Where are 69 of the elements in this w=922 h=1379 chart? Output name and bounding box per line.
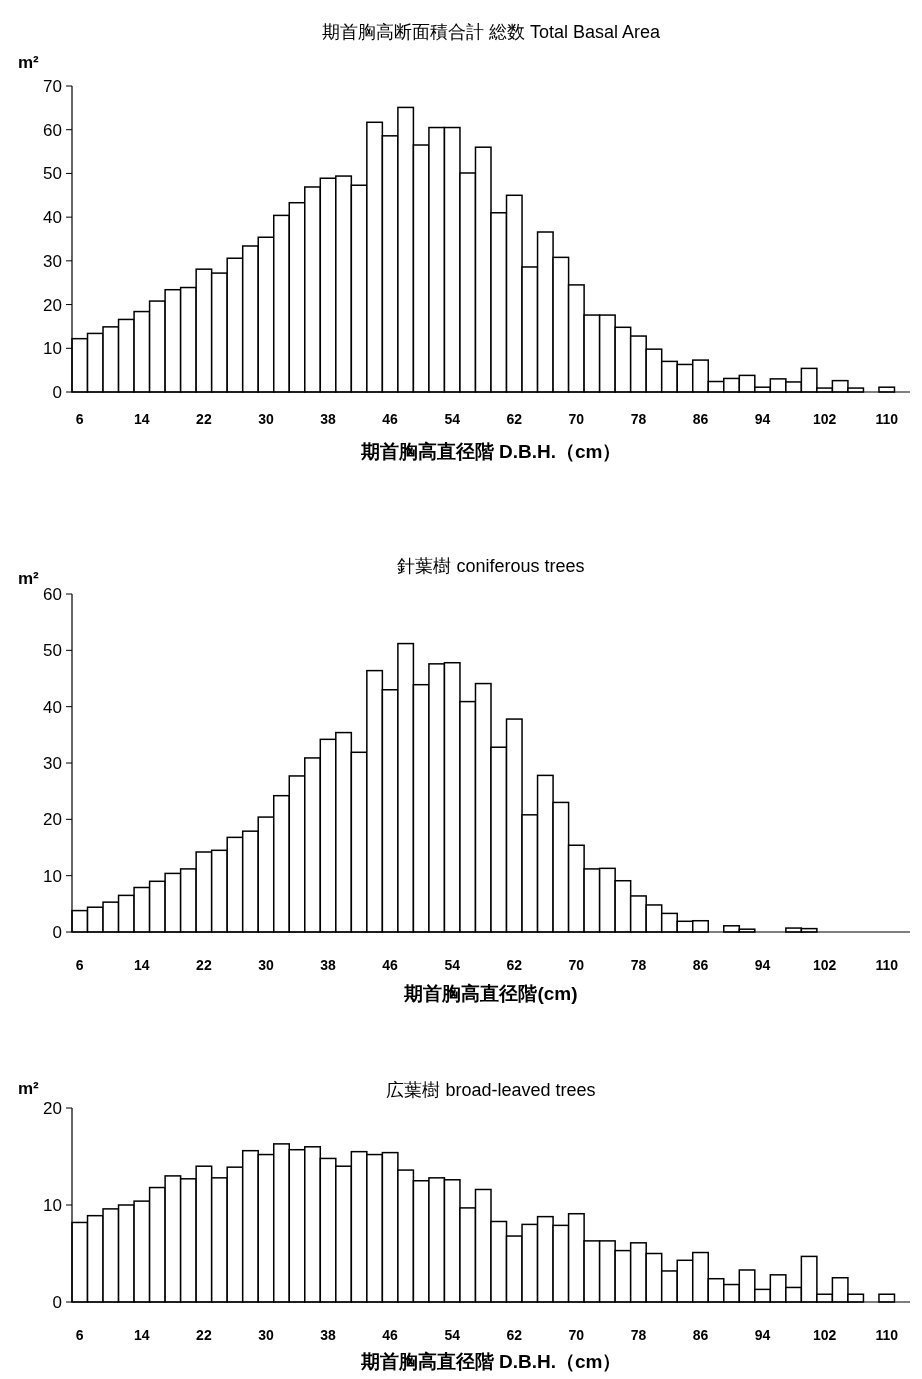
x-tick-label: 102 <box>812 411 837 427</box>
x-tick-label: 62 <box>506 957 523 973</box>
x-tick-label: 94 <box>754 411 771 427</box>
x-tick-label: 22 <box>196 411 212 427</box>
x-tick-label: 46 <box>382 411 399 427</box>
y-tick-label: 20 <box>43 1098 62 1118</box>
x-tick-label: 6 <box>75 957 84 973</box>
y-tick-label: 10 <box>43 1195 62 1215</box>
x-tick-label: 94 <box>754 957 771 973</box>
y-tick-label: 50 <box>43 641 62 661</box>
x-tick-label: 30 <box>258 1327 274 1343</box>
x-tick-label: 30 <box>258 957 274 973</box>
chart-title: 期首胸高断面積合計 総数 Total Basal Area <box>321 22 662 42</box>
x-tick-label: 110 <box>875 957 899 973</box>
chart-title: 広葉樹 broad-leaved trees <box>386 1080 596 1100</box>
x-tick-label: 62 <box>506 411 523 427</box>
x-tick-label: 6 <box>75 1327 84 1343</box>
y-axis-title: m² <box>18 569 40 588</box>
x-tick-label: 38 <box>320 411 337 427</box>
x-tick-label: 102 <box>812 1327 837 1343</box>
x-tick-label: 54 <box>444 411 461 427</box>
x-tick-label: 22 <box>196 957 212 973</box>
y-tick-label: 20 <box>43 295 62 315</box>
x-tick-label: 14 <box>134 957 150 973</box>
x-tick-label: 46 <box>382 957 399 973</box>
y-tick-label: 70 <box>43 76 62 96</box>
y-tick-label: 50 <box>43 164 62 184</box>
x-tick-label: 14 <box>134 411 150 427</box>
x-tick-label: 110 <box>875 411 899 427</box>
x-tick-label: 6 <box>75 411 84 427</box>
y-tick-label: 30 <box>43 753 62 773</box>
chart-title: 針葉樹 coniferous trees <box>397 556 585 576</box>
x-tick-label: 78 <box>630 411 647 427</box>
x-tick-label: 102 <box>812 957 837 973</box>
y-axis-title: m² <box>18 1079 40 1098</box>
x-tick-label: 86 <box>692 1327 709 1343</box>
x-tick-label: 70 <box>568 957 585 973</box>
y-tick-label: 40 <box>43 697 62 717</box>
x-tick-label: 54 <box>444 1327 461 1343</box>
x-tick-label: 86 <box>692 957 709 973</box>
y-axis-title: m² <box>18 53 40 72</box>
x-tick-label: 78 <box>630 957 647 973</box>
x-tick-label: 86 <box>692 411 709 427</box>
x-tick-label: 46 <box>382 1327 399 1343</box>
y-tick-label: 60 <box>43 584 62 604</box>
x-tick-label: 62 <box>506 1327 523 1343</box>
y-tick-label: 30 <box>43 251 62 271</box>
x-tick-label: 70 <box>568 1327 585 1343</box>
y-tick-label: 20 <box>43 810 62 830</box>
y-tick-label: 0 <box>52 922 62 942</box>
y-tick-label: 10 <box>43 339 62 359</box>
y-tick-label: 10 <box>43 866 62 886</box>
y-tick-label: 60 <box>43 120 62 140</box>
x-tick-label: 22 <box>196 1327 212 1343</box>
x-axis-title: 期首胸高直径階 D.B.H.（cm） <box>359 441 622 462</box>
x-axis-title: 期首胸高直径階 D.B.H.（cm） <box>359 1351 622 1372</box>
x-axis-title: 期首胸高直径階(cm) <box>403 983 578 1004</box>
y-tick-label: 0 <box>52 382 62 402</box>
x-tick-label: 54 <box>444 957 461 973</box>
x-tick-label: 94 <box>754 1327 771 1343</box>
x-tick-label: 70 <box>568 411 585 427</box>
x-tick-label: 78 <box>630 1327 647 1343</box>
x-tick-label: 30 <box>258 411 274 427</box>
x-tick-label: 110 <box>875 1327 899 1343</box>
y-tick-label: 40 <box>43 208 62 228</box>
x-tick-label: 14 <box>134 1327 150 1343</box>
y-tick-label: 0 <box>52 1292 62 1312</box>
x-tick-label: 38 <box>320 1327 337 1343</box>
x-tick-label: 38 <box>320 957 337 973</box>
